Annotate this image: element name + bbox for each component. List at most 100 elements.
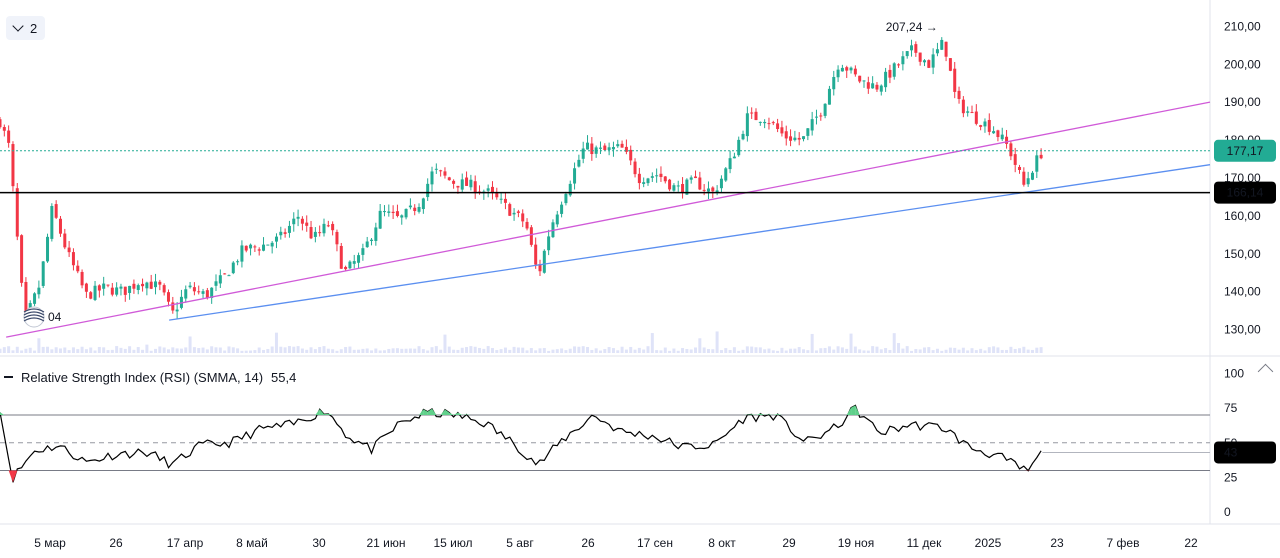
candle-body [892,63,896,77]
volume-bar [89,347,93,353]
rsi-tick-label: 75 [1224,401,1238,415]
candle-body [495,193,499,198]
candle-body [132,283,136,289]
rsi-axis[interactable]: 100755025043 [1214,367,1276,520]
candle-body [797,137,801,140]
candle-body [741,133,745,140]
volume-bar [620,346,624,353]
rsi-overbought-fill [453,412,458,416]
volume-bar [1026,349,1030,353]
volume-bar [244,350,248,353]
volume-bar [659,350,663,353]
candle-body [119,286,123,289]
candle-body [136,285,140,290]
rsi-legend[interactable]: Relative Strength Index (RSI) (SMMA, 14)… [4,368,296,386]
volume-bar [581,346,585,353]
candle-body [262,244,266,251]
volume-bar [892,333,896,353]
candle-body [227,275,231,277]
volume-bar [171,347,175,353]
time-tick-label: 2025 [975,536,1002,550]
volume-bar [590,349,594,353]
candle-body [780,127,784,134]
volume-bar [434,346,438,353]
candle-body [620,143,624,148]
candle-body [836,69,840,78]
volume-bar [629,346,633,353]
price-axis[interactable]: 210,00200,00190,00180,00170,00160,00150,… [1214,19,1276,337]
volume-bar [76,349,80,353]
volume-bar [365,348,369,353]
volume-bar [655,350,659,353]
rsi-overbought-fill [315,409,320,416]
candle-body [784,131,788,139]
level-price-badge [1214,181,1276,204]
volume-bar [93,350,97,353]
volume-bar [901,348,905,353]
volume-bar [784,350,788,353]
candle-body [974,111,978,124]
volume-bar [858,349,862,353]
rsi-value-badge [1214,441,1276,464]
candle-body [853,68,857,75]
volume-bar [897,343,901,353]
volume-bar [331,349,335,353]
rsi-overbought-fill [777,414,782,416]
candle-body [1026,178,1030,185]
volume-bar [944,349,948,353]
volume-bar [1030,349,1034,353]
candle-body [93,285,97,300]
volume-bar [439,349,443,353]
volume-bar [322,346,326,353]
volume-bar [931,350,935,353]
volume-bar [538,348,542,353]
candle-body [914,44,918,53]
time-axis[interactable]: 5 мар 26 17 апр 8 май 30 21 июн 15 июл 5 авг 26 1… [34,536,1198,550]
candle-body [58,218,62,234]
candle-body [7,130,11,143]
volume-bar [758,347,762,353]
candle-body [188,285,192,288]
collapse-indicators-button[interactable]: 2 [6,16,46,40]
candle-body [166,292,170,302]
candle-body [387,211,391,213]
candle-body [586,142,590,150]
volume-bar [46,346,50,353]
rsi-legend-value: 55,4 [271,369,297,385]
candle-body [577,159,581,167]
volume-bar [175,348,179,353]
candle-body [655,175,659,177]
volume-bar [732,347,736,353]
volume-bar [884,348,888,353]
volume-bar [154,348,158,353]
volume-bar [637,347,641,353]
candle-body [37,287,41,295]
rsi-overbought-fill [751,414,756,416]
candle-body [84,283,88,292]
rsi-overbought-fill [432,408,437,416]
candle-body [646,178,650,184]
price-tick-label: 140,00 [1224,285,1261,299]
candle-body [443,171,447,176]
candle-body [374,227,378,241]
volume-bar [421,349,425,353]
volume-bar [110,349,114,353]
volume-bar [836,346,840,353]
volume-bar [789,348,793,353]
pane-expand-button[interactable] [1258,360,1274,376]
volume-bar [663,347,667,353]
candle-body [508,204,512,216]
volume-bar [37,338,41,353]
candle-body [404,208,408,218]
trendline-magenta [6,101,1211,338]
rsi-overbought-fill [324,413,329,416]
candle-body [555,214,559,225]
candle-body [154,281,158,288]
volume-bar [227,346,231,353]
time-tick-label: 5 мар [34,536,66,550]
candle-body [719,178,723,189]
volume-bar [1039,347,1043,353]
candle-body [793,137,797,141]
volume-bar [486,346,490,353]
